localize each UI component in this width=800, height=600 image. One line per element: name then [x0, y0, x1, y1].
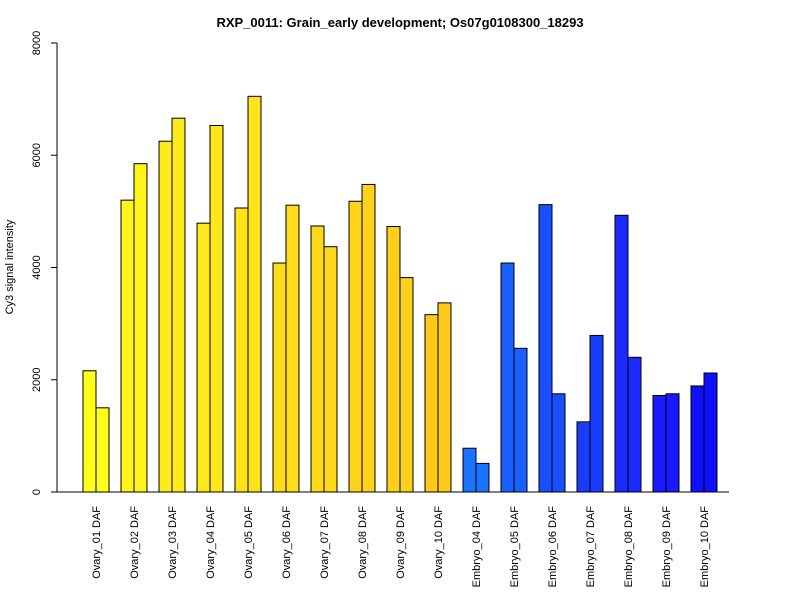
bar-5-0: [272, 262, 287, 493]
x-tick-label-8: Ovary_09 DAF: [395, 506, 407, 579]
bars-group: [82, 95, 718, 493]
x-tick-label-13: Embryo_07 DAF: [585, 506, 597, 588]
x-tick-label-1: Ovary_02 DAF: [129, 506, 141, 579]
x-tick-label-9: Ovary_10 DAF: [433, 506, 445, 579]
x-tick-labels: Ovary_01 DAF Ovary_02 DAF Ovary_03 DAF Ovar…: [91, 506, 711, 588]
bar-6-0: [310, 225, 325, 493]
chart-title: RXP_0011: Grain_early development; Os07g…: [216, 15, 583, 30]
bar-1-1: [133, 163, 148, 493]
bar-2-0: [158, 140, 173, 493]
bar-1-0: [120, 199, 135, 493]
bar-10-0: [462, 447, 477, 493]
bar-8-1: [399, 277, 414, 493]
bar-15-0: [652, 394, 667, 493]
bar-9-0: [424, 314, 439, 493]
bar-13-1: [589, 334, 604, 493]
x-tick-label-0: Ovary_01 DAF: [91, 506, 103, 579]
y-tick-label-2: 4000: [31, 255, 43, 279]
bar-5-1: [285, 204, 300, 493]
bar-16-1: [703, 372, 718, 493]
bar-15-1: [665, 393, 680, 493]
y-tick-label-3: 6000: [31, 143, 43, 167]
x-tick-label-7: Ovary_08 DAF: [357, 506, 369, 579]
bar-12-0: [538, 204, 553, 493]
x-tick-label-14: Embryo_08 DAF: [623, 506, 635, 588]
y-tick-label-4: 8000: [31, 31, 43, 55]
bar-14-0: [614, 214, 629, 493]
x-tick-label-12: Embryo_06 DAF: [547, 506, 559, 588]
x-tick-label-4: Ovary_05 DAF: [243, 506, 255, 579]
y-tick-label-1: 2000: [31, 368, 43, 392]
y-axis: 0 2000 4000 6000 8000: [31, 31, 58, 495]
bar-4-1: [247, 95, 262, 493]
x-tick-label-10: Embryo_04 DAF: [471, 506, 483, 588]
bar-10-1: [475, 462, 490, 493]
bar-7-0: [348, 200, 363, 493]
bar-9-1: [437, 302, 452, 493]
bar-3-1: [209, 125, 224, 493]
bar-7-1: [361, 183, 376, 493]
bar-13-0: [576, 421, 591, 493]
bar-0-1: [95, 407, 110, 493]
bar-11-0: [500, 262, 515, 493]
bar-2-1: [171, 117, 186, 493]
bar-16-0: [690, 385, 705, 493]
bar-12-1: [551, 393, 566, 493]
bar-14-1: [627, 356, 642, 493]
bar-4-0: [234, 207, 249, 493]
y-axis-label: Cy3 signal intensity: [4, 219, 16, 314]
x-tick-label-3: Ovary_04 DAF: [205, 506, 217, 579]
bar-8-0: [386, 226, 401, 493]
bar-11-1: [513, 347, 528, 493]
x-tick-label-6: Ovary_07 DAF: [319, 506, 331, 579]
x-tick-label-15: Embryo_09 DAF: [661, 506, 673, 588]
x-tick-label-5: Ovary_06 DAF: [281, 506, 293, 579]
bar-3-0: [196, 222, 211, 493]
bar-0-0: [82, 370, 97, 493]
x-tick-label-11: Embryo_05 DAF: [509, 506, 521, 588]
x-tick-label-2: Ovary_03 DAF: [167, 506, 179, 579]
x-tick-label-16: Embryo_10 DAF: [699, 506, 711, 588]
y-tick-label-0: 0: [31, 489, 43, 495]
bar-6-1: [323, 246, 338, 493]
